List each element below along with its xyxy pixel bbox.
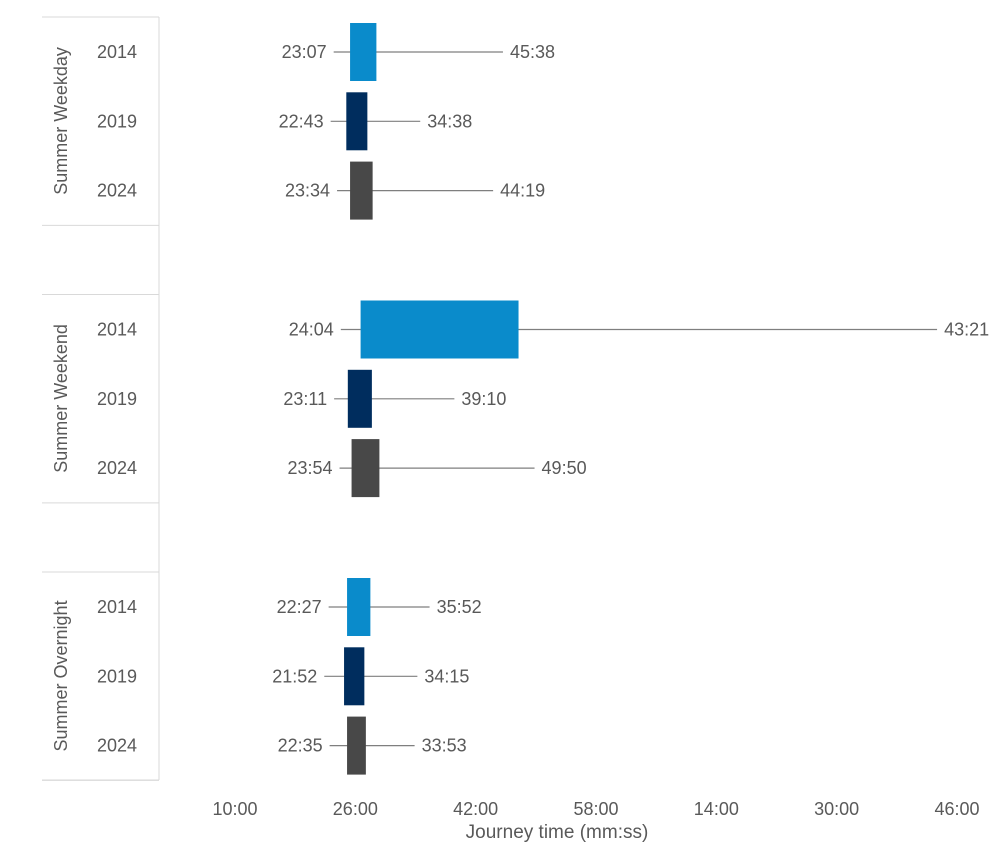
x-tick-label: 26:00 bbox=[333, 799, 378, 819]
min-data-label: 23:07 bbox=[282, 42, 327, 62]
x-tick-label: 58:00 bbox=[573, 799, 618, 819]
min-data-label: 21:52 bbox=[272, 666, 317, 686]
groups-layer: Summer Weekday 2014 23:07 45:38 2019 22:43 34:… bbox=[51, 23, 989, 775]
max-data-label: 35:52 bbox=[437, 597, 482, 617]
max-data-label: 43:21 bbox=[944, 320, 989, 340]
year-tick-label: 2014 bbox=[97, 42, 137, 62]
x-tick-label: 14:00 bbox=[694, 799, 739, 819]
group-label: Summer Overnight bbox=[51, 600, 71, 751]
x-axis-ticks: 10:00 26:00 42:00 58:00 14:00 30:00 46:00 bbox=[212, 799, 979, 819]
range-bar bbox=[347, 369, 372, 428]
year-tick-label: 2024 bbox=[97, 181, 137, 201]
year-tick-label: 2019 bbox=[97, 389, 137, 409]
group-label: Summer Weekend bbox=[51, 324, 71, 473]
group-summer-overnight: Summer Overnight 2014 22:27 35:52 2019 21:52 3… bbox=[51, 578, 482, 775]
min-data-label: 23:34 bbox=[285, 181, 330, 201]
x-tick-label: 10:00 bbox=[212, 799, 257, 819]
range-bar bbox=[350, 161, 373, 220]
range-bar bbox=[347, 578, 371, 636]
year-tick-label: 2019 bbox=[97, 111, 137, 131]
x-tick-label: 42:00 bbox=[453, 799, 498, 819]
group-label: Summer Weekday bbox=[51, 47, 71, 195]
min-data-label: 22:35 bbox=[278, 736, 323, 756]
min-data-label: 22:27 bbox=[277, 597, 322, 617]
group-summer-weekday: Summer Weekday 2014 23:07 45:38 2019 22:43 34:… bbox=[51, 23, 555, 220]
year-tick-label: 2014 bbox=[97, 320, 137, 340]
year-tick-label: 2024 bbox=[97, 736, 137, 756]
year-tick-label: 2014 bbox=[97, 597, 137, 617]
range-bar bbox=[360, 300, 519, 359]
max-data-label: 45:38 bbox=[510, 42, 555, 62]
min-data-label: 24:04 bbox=[289, 320, 334, 340]
x-tick-label: 46:00 bbox=[934, 799, 979, 819]
range-bar bbox=[347, 716, 366, 775]
max-data-label: 39:10 bbox=[461, 389, 506, 409]
year-tick-label: 2019 bbox=[97, 666, 137, 686]
max-data-label: 34:15 bbox=[424, 666, 469, 686]
range-bar bbox=[351, 439, 380, 498]
x-axis-title: Journey time (mm:ss) bbox=[466, 822, 649, 843]
group-summer-weekend: Summer Weekend 2014 24:04 43:21 2019 23:11 39:… bbox=[51, 300, 989, 498]
range-bar bbox=[350, 23, 377, 81]
max-data-label: 33:53 bbox=[422, 736, 467, 756]
max-data-label: 49:50 bbox=[542, 458, 587, 478]
year-tick-label: 2024 bbox=[97, 458, 137, 478]
range-bar bbox=[344, 647, 365, 706]
min-data-label: 23:11 bbox=[283, 389, 327, 409]
category-axis-frame bbox=[42, 16, 160, 781]
x-tick-label: 30:00 bbox=[814, 799, 859, 819]
range-bar bbox=[346, 92, 368, 151]
max-data-label: 34:38 bbox=[427, 111, 472, 131]
max-data-label: 44:19 bbox=[500, 181, 545, 201]
min-data-label: 22:43 bbox=[279, 111, 324, 131]
min-data-label: 23:54 bbox=[287, 458, 332, 478]
